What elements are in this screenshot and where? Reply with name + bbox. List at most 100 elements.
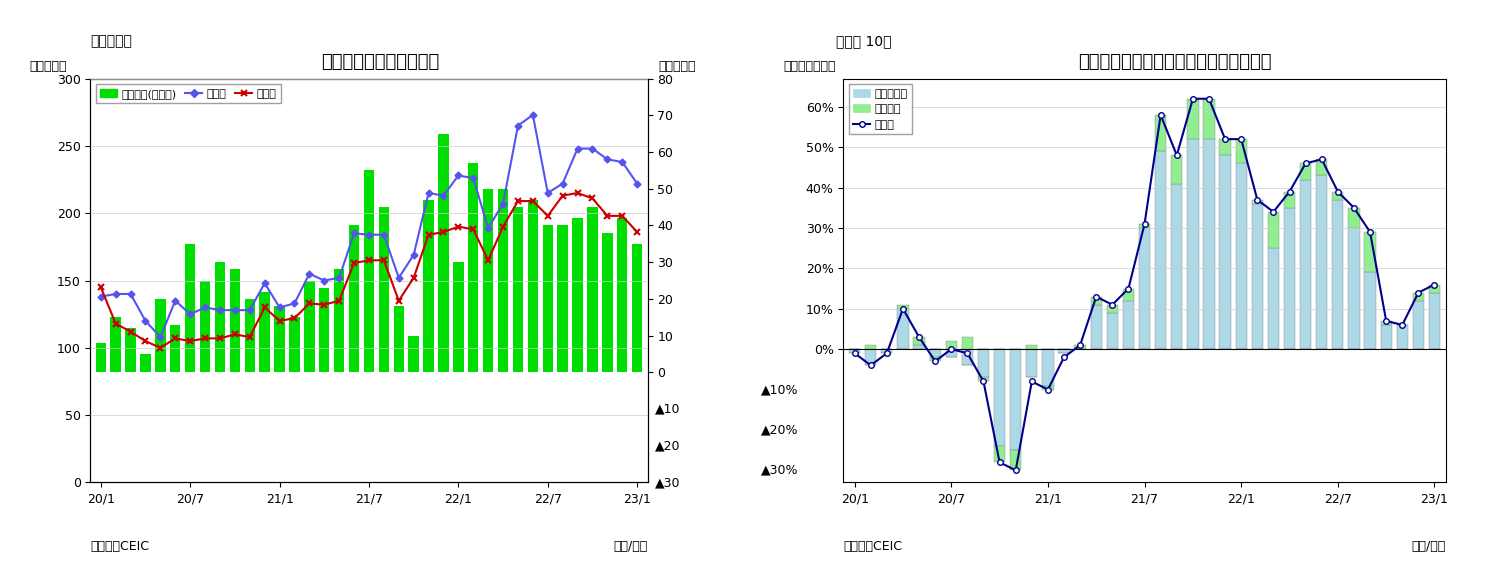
- Bar: [170, 325, 181, 373]
- Bar: [602, 233, 613, 373]
- Bar: [1251, 200, 1264, 204]
- Bar: [408, 335, 419, 373]
- Bar: [364, 171, 373, 373]
- Bar: [512, 207, 523, 373]
- Bar: [587, 207, 598, 373]
- Bar: [1381, 321, 1392, 325]
- Bar: [1187, 99, 1199, 139]
- Bar: [1413, 301, 1425, 349]
- Bar: [1139, 224, 1151, 228]
- Bar: [1268, 212, 1279, 248]
- Bar: [977, 349, 989, 378]
- Bar: [1300, 163, 1312, 180]
- Bar: [1042, 349, 1054, 385]
- Bar: [1285, 208, 1295, 349]
- Bar: [423, 200, 434, 373]
- Bar: [1285, 192, 1295, 208]
- Bar: [1203, 99, 1215, 139]
- Text: （図表９）: （図表９）: [90, 34, 133, 48]
- Text: （年/月）: （年/月）: [613, 540, 648, 553]
- Bar: [140, 354, 151, 373]
- Bar: [633, 244, 643, 373]
- Bar: [1268, 248, 1279, 349]
- Bar: [1187, 139, 1199, 349]
- Text: （億ドル）: （億ドル）: [29, 61, 66, 73]
- Bar: [1316, 176, 1327, 349]
- Bar: [125, 328, 136, 373]
- Legend: 貿易収支(右目盛), 輸出額, 輸入額: 貿易収支(右目盛), 輸出額, 輸入額: [96, 84, 280, 103]
- Bar: [962, 337, 973, 349]
- Bar: [1090, 297, 1102, 305]
- Bar: [1348, 228, 1360, 349]
- Bar: [215, 262, 226, 373]
- Bar: [1026, 345, 1038, 349]
- Bar: [929, 349, 941, 357]
- Bar: [557, 226, 568, 373]
- Bar: [319, 288, 330, 373]
- Bar: [289, 317, 300, 373]
- Bar: [1429, 293, 1440, 349]
- Bar: [1155, 115, 1166, 151]
- Text: ▲20: ▲20: [655, 439, 681, 452]
- Title: インドネシア　輸出の伸び率（品目別）: インドネシア 輸出の伸び率（品目別）: [1078, 53, 1271, 71]
- Bar: [1220, 155, 1230, 349]
- Bar: [349, 226, 360, 373]
- Text: ▲30: ▲30: [655, 476, 681, 489]
- Text: （資料）CEIC: （資料）CEIC: [90, 540, 149, 553]
- Bar: [483, 188, 494, 373]
- Text: （年/月）: （年/月）: [1411, 540, 1446, 553]
- Bar: [1011, 349, 1021, 450]
- Bar: [572, 218, 583, 373]
- Bar: [617, 218, 628, 373]
- Bar: [1011, 450, 1021, 470]
- Bar: [1333, 200, 1343, 349]
- Bar: [527, 200, 538, 373]
- Bar: [1316, 159, 1327, 176]
- Bar: [1155, 151, 1166, 349]
- Bar: [849, 349, 860, 353]
- Bar: [914, 337, 925, 345]
- Bar: [468, 163, 479, 373]
- Bar: [946, 349, 956, 357]
- Bar: [994, 349, 1005, 446]
- Bar: [1107, 313, 1117, 349]
- Bar: [977, 378, 989, 381]
- Bar: [1123, 301, 1134, 349]
- Bar: [393, 306, 404, 373]
- Bar: [244, 299, 255, 373]
- Bar: [929, 357, 941, 361]
- Bar: [498, 188, 508, 373]
- Bar: [1107, 305, 1117, 313]
- Bar: [334, 269, 345, 373]
- Bar: [1059, 349, 1069, 353]
- Bar: [1333, 192, 1343, 200]
- Title: インドネシア　貿易収支: インドネシア 貿易収支: [321, 53, 440, 71]
- Text: （前年同月比）: （前年同月比）: [783, 61, 836, 73]
- Bar: [1026, 349, 1038, 378]
- Bar: [946, 341, 956, 349]
- Bar: [898, 305, 908, 309]
- Bar: [438, 134, 449, 373]
- Bar: [1235, 163, 1247, 349]
- Bar: [1364, 273, 1375, 349]
- Bar: [1139, 228, 1151, 349]
- Bar: [274, 306, 285, 373]
- Text: ▲30%: ▲30%: [761, 464, 798, 477]
- Bar: [1203, 139, 1215, 349]
- Text: ▲20%: ▲20%: [761, 424, 798, 436]
- Bar: [1090, 305, 1102, 349]
- Bar: [453, 262, 464, 373]
- Legend: 非石油ガス, 石油ガス, 輸出額: 非石油ガス, 石油ガス, 輸出額: [849, 84, 913, 134]
- Text: （図表 10）: （図表 10）: [836, 34, 892, 48]
- Bar: [864, 345, 876, 349]
- Bar: [1251, 204, 1264, 349]
- Bar: [898, 309, 908, 349]
- Bar: [1364, 232, 1375, 273]
- Bar: [542, 226, 553, 373]
- Bar: [881, 349, 893, 353]
- Bar: [1413, 293, 1425, 301]
- Bar: [110, 317, 120, 373]
- Bar: [962, 349, 973, 365]
- Bar: [1172, 155, 1182, 183]
- Bar: [304, 280, 315, 373]
